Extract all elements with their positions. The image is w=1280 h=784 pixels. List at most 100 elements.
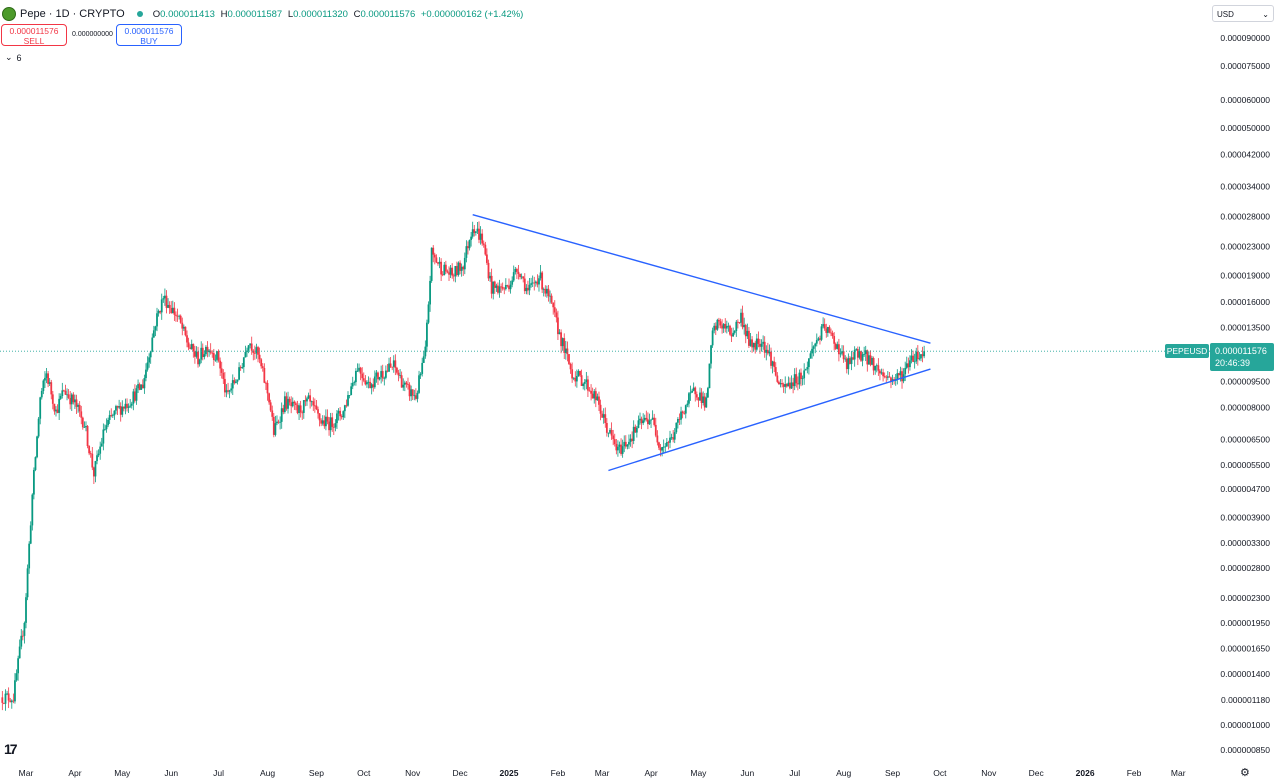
- candle: [331, 412, 334, 432]
- candle: [757, 331, 760, 348]
- candle: [555, 308, 558, 323]
- price-tick-label: 0.000005500: [1220, 460, 1270, 470]
- candle: [834, 342, 837, 350]
- candle: [871, 356, 873, 366]
- currency-select[interactable]: USD ⌄: [1212, 5, 1274, 22]
- candle: [910, 349, 913, 364]
- candle: [200, 341, 203, 364]
- candle: [380, 365, 383, 384]
- candle: [81, 416, 84, 430]
- candle: [154, 325, 157, 337]
- candle: [495, 283, 498, 292]
- price-tick-label: 0.000028000: [1220, 211, 1270, 221]
- candle: [296, 400, 299, 415]
- candle: [815, 333, 818, 347]
- candle: [867, 351, 870, 365]
- price-tick-label: 0.000006500: [1220, 434, 1270, 444]
- candle: [37, 416, 40, 439]
- candle: [122, 406, 125, 412]
- candle: [803, 363, 806, 385]
- candle: [793, 368, 796, 391]
- trendline-upper[interactable]: [472, 214, 931, 344]
- candle: [85, 421, 87, 432]
- candle: [913, 353, 916, 369]
- candle: [519, 273, 521, 280]
- candle: [225, 384, 228, 398]
- price-tick-label: 0.000003900: [1220, 512, 1270, 522]
- candle: [411, 389, 414, 401]
- price-tick-label: 0.000075000: [1220, 61, 1270, 71]
- candle: [410, 385, 413, 402]
- sell-button[interactable]: 0.000011576 SELL: [1, 24, 67, 46]
- candle: [787, 376, 790, 387]
- candle: [342, 410, 345, 420]
- candle: [845, 356, 848, 374]
- candle: [399, 369, 401, 379]
- candle: [367, 376, 370, 389]
- candle: [577, 369, 580, 377]
- candle: [478, 221, 480, 244]
- candle: [132, 388, 135, 411]
- tradingview-logo-icon[interactable]: 17: [4, 741, 18, 757]
- candle: [534, 280, 537, 287]
- candle: [164, 288, 166, 306]
- trendline-lower[interactable]: [608, 368, 931, 472]
- candle: [833, 332, 836, 351]
- candle: [907, 357, 910, 374]
- candle: [782, 382, 785, 393]
- candle: [370, 382, 373, 395]
- candle: [486, 248, 488, 265]
- candle: [683, 410, 686, 415]
- candle: [484, 241, 487, 256]
- candle: [860, 350, 862, 363]
- candle: [730, 327, 733, 342]
- candle: [665, 437, 668, 447]
- candle: [826, 326, 829, 337]
- candle: [853, 346, 856, 367]
- candle: [691, 388, 693, 394]
- symbol-title[interactable]: Pepe · 1D · CRYPTO: [20, 8, 125, 20]
- candle: [812, 345, 815, 357]
- candle: [762, 335, 765, 350]
- buy-button[interactable]: 0.000011576 BUY: [116, 24, 182, 46]
- candle: [645, 410, 648, 422]
- candle: [205, 345, 207, 357]
- candle: [108, 410, 111, 424]
- candle: [689, 385, 692, 401]
- candle: [444, 260, 447, 275]
- candle: [432, 245, 435, 263]
- candle: [886, 371, 889, 381]
- candle: [361, 367, 364, 386]
- candle: [149, 351, 152, 364]
- candle: [26, 564, 29, 601]
- candle: [203, 350, 206, 360]
- candle: [118, 399, 121, 410]
- candle: [634, 424, 637, 433]
- candle: [91, 447, 94, 471]
- candle: [522, 276, 525, 283]
- change-value: +0.000000162 (+1.42%): [420, 8, 524, 20]
- candle: [156, 307, 158, 332]
- candle: [414, 388, 417, 401]
- candle: [329, 412, 332, 438]
- candle: [427, 301, 430, 325]
- candle: [680, 406, 682, 425]
- candle: [182, 324, 185, 331]
- candle: [227, 382, 229, 395]
- candle: [42, 379, 45, 395]
- time-tick-label: Aug: [836, 768, 851, 778]
- candle: [452, 273, 455, 282]
- candle: [590, 384, 592, 401]
- time-tick-label: Jun: [740, 768, 754, 778]
- indicators-toggle[interactable]: ⌄ 6: [2, 52, 25, 63]
- candle: [260, 358, 263, 369]
- candle: [369, 377, 371, 389]
- candle: [217, 349, 220, 363]
- candle: [271, 405, 274, 421]
- time-tick-label: Sep: [885, 768, 900, 778]
- gear-icon[interactable]: ⚙: [1240, 767, 1250, 779]
- candle: [631, 431, 634, 449]
- candle: [776, 372, 779, 384]
- candle: [462, 265, 465, 276]
